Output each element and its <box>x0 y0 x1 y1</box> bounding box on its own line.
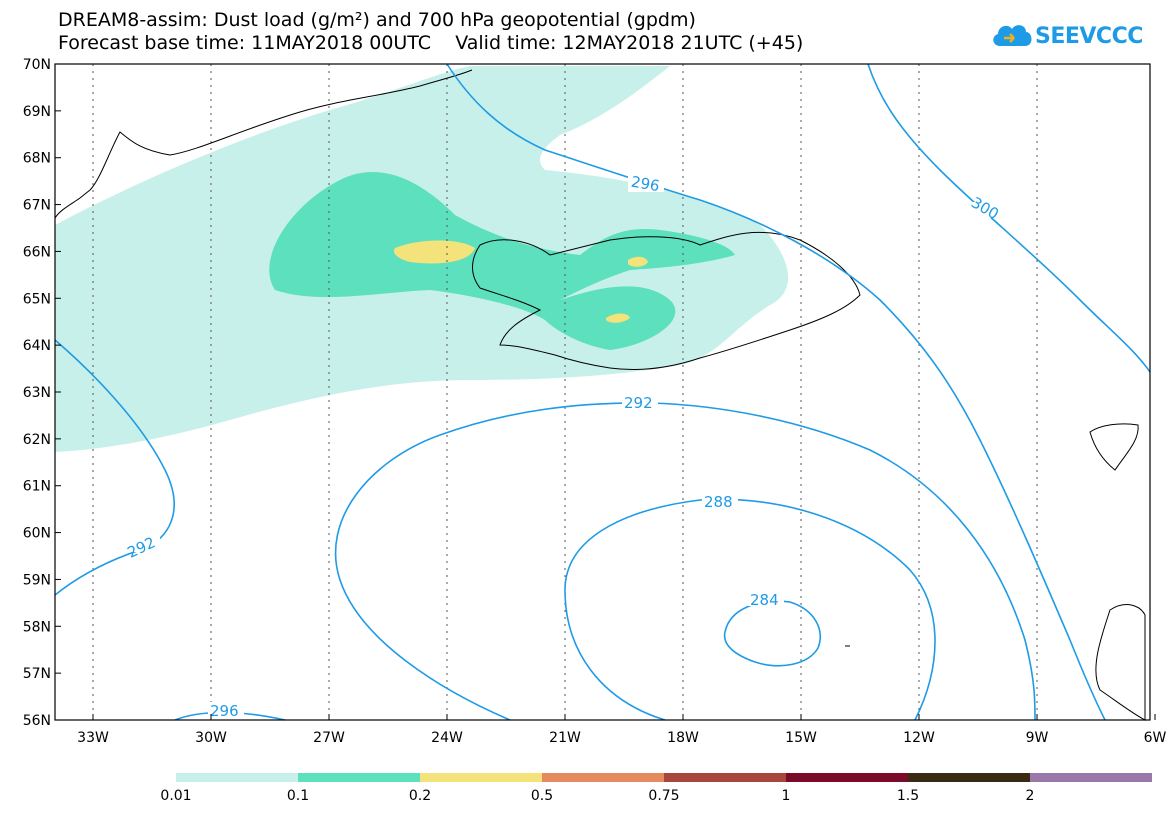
lat-label: 70N <box>23 57 51 73</box>
lon-label: 18W <box>667 730 699 746</box>
latitude-axis: 70N 69N 68N 67N 66N 65N 64N 63N 62N 61N 60N 59N 58N 5… <box>23 57 61 729</box>
dust-area-0-2-south <box>606 313 630 323</box>
lon-label: 6W <box>1144 730 1167 746</box>
lat-label: 64N <box>23 338 51 354</box>
contour-label-300: 300 <box>968 193 1002 223</box>
lat-label: 58N <box>23 619 51 635</box>
contour-288 <box>564 498 936 721</box>
lat-label: 63N <box>23 385 51 401</box>
contour-296-north <box>446 63 1106 721</box>
dust-area-0-2-center <box>628 256 648 267</box>
map-subtitle: Forecast base time: 11MAY2018 00UTC Vali… <box>58 32 804 54</box>
contour-284 <box>723 600 821 667</box>
legend-swatch <box>908 773 1030 782</box>
legend-label: 1.5 <box>897 788 919 804</box>
lon-label: 21W <box>549 730 581 746</box>
seevccc-logo: SEEVCCC <box>990 18 1150 58</box>
legend-label: 0.01 <box>160 788 191 804</box>
contour-292-center <box>334 402 1036 721</box>
legend-label: 2 <box>1026 788 1035 804</box>
dust-area-0-2-west <box>393 240 475 264</box>
contour-label-284: 284 <box>750 591 779 609</box>
contour-label-296-south: 296 <box>210 702 239 720</box>
contour-292-west <box>54 339 175 596</box>
contour-300 <box>867 63 1151 373</box>
cloud-icon <box>993 25 1032 46</box>
lat-label: 67N <box>23 198 51 214</box>
lat-label: 59N <box>23 572 51 588</box>
legend-label: 0.1 <box>287 788 309 804</box>
lat-label: 66N <box>23 244 51 260</box>
lat-label: 69N <box>23 104 51 120</box>
lon-label: 33W <box>77 730 109 746</box>
legend-swatch <box>542 773 664 782</box>
map-title: DREAM8-assim: Dust load (g/m²) and 700 h… <box>58 9 696 31</box>
lon-label: 30W <box>195 730 227 746</box>
lon-label: 15W <box>785 730 817 746</box>
lon-label: 9W <box>1026 730 1049 746</box>
contour-label-292-center: 292 <box>624 394 653 412</box>
legend-label: 0.2 <box>409 788 431 804</box>
logo-text: SEEVCCC <box>1035 24 1143 49</box>
lon-label: 27W <box>313 730 345 746</box>
lat-label: 56N <box>23 713 51 729</box>
legend-swatch <box>786 773 908 782</box>
legend-swatch <box>1030 773 1152 782</box>
color-legend: 0.01 0.1 0.2 0.5 0.75 1 1.5 2 <box>160 773 1152 804</box>
longitude-axis: 33W 30W 27W 24W 21W 18W 15W 12W 9W 6W <box>77 714 1167 746</box>
lat-label: 68N <box>23 151 51 167</box>
coastline <box>54 69 1146 721</box>
lat-label: 61N <box>23 479 51 495</box>
dust-area-0-1 <box>269 172 735 350</box>
legend-label: 0.5 <box>531 788 553 804</box>
legend-swatch <box>664 773 786 782</box>
grid-lines <box>92 64 1038 720</box>
lat-label: 65N <box>23 291 51 307</box>
lon-label: 12W <box>903 730 935 746</box>
lat-label: 62N <box>23 432 51 448</box>
lon-label: 24W <box>431 730 463 746</box>
legend-swatch <box>298 773 420 782</box>
contour-label-296-north: 296 <box>630 173 661 196</box>
legend-label: 0.75 <box>648 788 679 804</box>
lat-label: 57N <box>23 666 51 682</box>
legend-swatch <box>420 773 542 782</box>
legend-label: 1 <box>782 788 791 804</box>
lat-label: 60N <box>23 526 51 542</box>
contour-label-288: 288 <box>704 493 733 511</box>
legend-swatch <box>176 773 298 782</box>
